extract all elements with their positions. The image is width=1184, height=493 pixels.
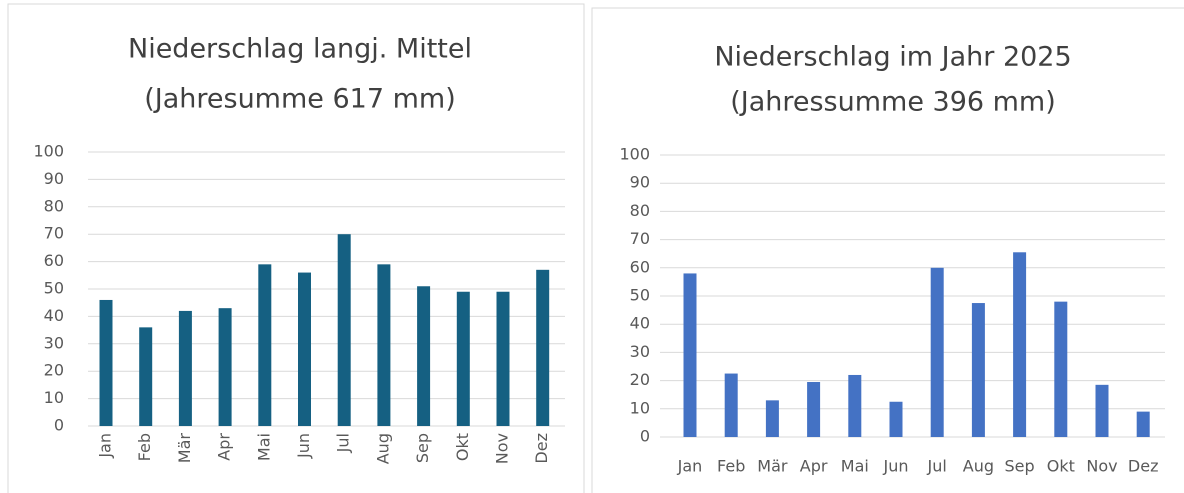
bar — [377, 264, 391, 426]
x-tick-label: Apr — [800, 457, 828, 476]
bar — [724, 373, 738, 437]
panel — [7, 3, 585, 493]
x-tick-label: Jan — [677, 457, 703, 476]
bar — [298, 272, 311, 426]
y-tick-label: 50 — [630, 286, 650, 305]
bar — [765, 400, 779, 437]
y-tick-label: 30 — [630, 342, 650, 361]
x-tick-label: Jun — [294, 433, 313, 459]
chart-title: Niederschlag im Jahr 2025 — [714, 42, 1071, 73]
y-tick-label: 60 — [630, 257, 650, 276]
x-tick-label: Aug — [963, 457, 994, 476]
x-tick-label: Jun — [883, 457, 909, 476]
x-tick-label: Jan — [96, 433, 115, 459]
chart-title: Niederschlag langj. Mittel — [128, 34, 472, 65]
x-tick-label: Mär — [175, 433, 194, 464]
bar — [807, 382, 821, 437]
y-tick-label: 60 — [44, 251, 64, 270]
bar — [337, 234, 351, 426]
x-tick-label: Okt — [1047, 457, 1075, 476]
bar — [1136, 411, 1150, 437]
bar — [218, 308, 232, 426]
chart-subtitle: (Jahressumme 396 mm) — [730, 87, 1056, 118]
x-tick-label: Feb — [717, 457, 745, 476]
y-tick-label: 100 — [33, 142, 64, 161]
x-tick-label: Okt — [453, 433, 472, 461]
x-tick-label: Dez — [532, 433, 551, 464]
bar — [930, 267, 944, 437]
bar — [536, 269, 550, 426]
y-tick-label: 30 — [44, 333, 64, 352]
x-tick-label: Nov — [493, 433, 512, 464]
y-tick-label: 90 — [630, 173, 650, 192]
y-tick-label: 100 — [619, 145, 650, 164]
bar — [99, 299, 113, 426]
y-tick-label: 10 — [44, 388, 64, 407]
bar — [417, 286, 431, 426]
x-tick-label: Feb — [135, 433, 154, 461]
bar — [178, 310, 192, 426]
y-tick-label: 40 — [44, 306, 64, 325]
y-tick-label: 90 — [44, 169, 64, 188]
y-tick-label: 70 — [630, 229, 650, 248]
y-tick-label: 80 — [44, 196, 64, 215]
x-tick-label: Sep — [1005, 457, 1035, 476]
y-tick-label: 80 — [630, 201, 650, 220]
panel — [591, 7, 1184, 493]
y-tick-label: 40 — [630, 314, 650, 333]
bar — [889, 401, 903, 437]
bar — [496, 291, 510, 426]
bar — [1054, 301, 1068, 437]
bar — [456, 291, 470, 426]
x-tick-label: Jul — [334, 433, 353, 453]
x-tick-label: Mai — [841, 457, 869, 476]
x-tick-label: Mai — [254, 433, 273, 461]
x-tick-label: Jul — [927, 457, 947, 476]
y-tick-label: 70 — [44, 224, 64, 243]
y-tick-label: 50 — [44, 279, 64, 298]
bar — [848, 374, 862, 437]
bar — [1095, 384, 1109, 437]
y-tick-label: 0 — [640, 427, 650, 446]
bar — [683, 273, 697, 437]
bar — [971, 303, 985, 437]
bar — [1013, 252, 1027, 437]
y-tick-label: 20 — [44, 361, 64, 380]
x-tick-label: Nov — [1086, 457, 1117, 476]
y-tick-label: 0 — [54, 416, 64, 435]
bar — [139, 327, 153, 426]
y-tick-label: 10 — [630, 398, 650, 417]
x-tick-label: Aug — [373, 433, 392, 464]
y-tick-label: 20 — [630, 370, 650, 389]
x-tick-label: Dez — [1128, 457, 1159, 476]
x-tick-label: Sep — [413, 433, 432, 463]
x-tick-label: Apr — [215, 433, 234, 461]
x-tick-label: Mär — [757, 457, 788, 476]
bar — [258, 264, 272, 426]
chart-subtitle: (Jahresumme 617 mm) — [144, 84, 456, 115]
